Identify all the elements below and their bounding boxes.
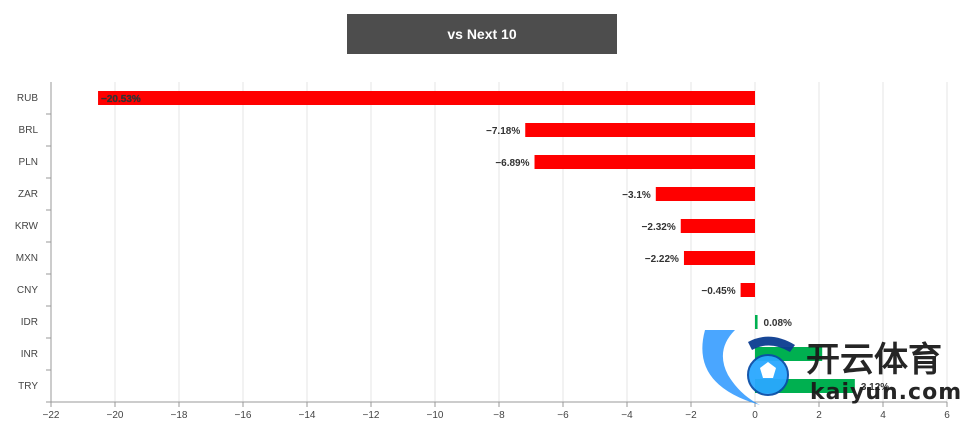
x-tick-label: −2 [685,410,697,421]
x-tick-label: 6 [944,410,950,421]
data-label-try: 3.12% [861,382,889,393]
x-tick-label: −10 [427,410,444,421]
category-label-pln: PLN [19,157,38,168]
x-tick-label: −14 [299,410,316,421]
x-tick-label: −20 [107,410,124,421]
x-tick-label: 2 [816,410,822,421]
category-label-krw: KRW [15,221,39,232]
bar-rub [98,91,756,105]
category-axis: RUB BRL PLN ZAR KRW MXN CNY IDR INR TRY [15,93,51,403]
bar-idr [755,315,758,329]
data-label-krw: −2.32% [642,222,676,233]
category-label-idr: IDR [21,317,38,328]
bar-cny [740,283,755,297]
bar-brl [525,123,755,137]
bar-pln [534,155,755,169]
kaiyun-watermark: 开云体育 kaiyun.com [702,330,962,405]
data-label-mxn: −2.22% [645,254,679,265]
x-tick-label: −12 [363,410,380,421]
bar-mxn [683,251,755,265]
x-tick-label: −22 [43,410,60,421]
category-label-zar: ZAR [18,189,38,200]
x-tick-label: −8 [493,410,505,421]
watermark-en: kaiyun.com [810,380,962,405]
data-label-idr: 0.08% [764,318,792,329]
data-label-brl: −7.18% [486,126,520,137]
kaiyun-logo-icon [702,330,795,405]
data-label-rub: −20.53% [101,94,141,105]
category-label-mxn: MXN [16,253,38,264]
x-tick-label: −6 [557,410,569,421]
x-tick-label: −16 [235,410,252,421]
chart-tab-vs-next-10[interactable]: vs Next 10 [347,14,617,54]
data-label-pln: −6.89% [495,158,529,169]
bar-krw [680,219,755,233]
bar-zar [655,187,755,201]
x-axis: −22 −20 −18 −16 −14 −12 −10 −8 −6 −4 −2 0 2 4 6 [43,82,950,421]
watermark-cn: 开云体育 [806,340,942,380]
bars [98,91,855,393]
category-label-inr: INR [21,349,38,360]
data-label-cny: −0.45% [701,286,735,297]
x-tick-label: 0 [752,410,758,421]
category-label-brl: BRL [19,125,39,136]
x-tick-label: −18 [171,410,188,421]
x-tick-label: 4 [880,410,886,421]
category-label-cny: CNY [17,285,38,296]
x-tick-label: −4 [621,410,633,421]
category-label-try: TRY [18,381,38,392]
data-label-zar: −3.1% [622,190,651,201]
data-labels: −20.53% −7.18% −6.89% −3.1% −2.32% −2.22% −0.4… [101,94,889,393]
category-label-rub: RUB [17,93,38,104]
